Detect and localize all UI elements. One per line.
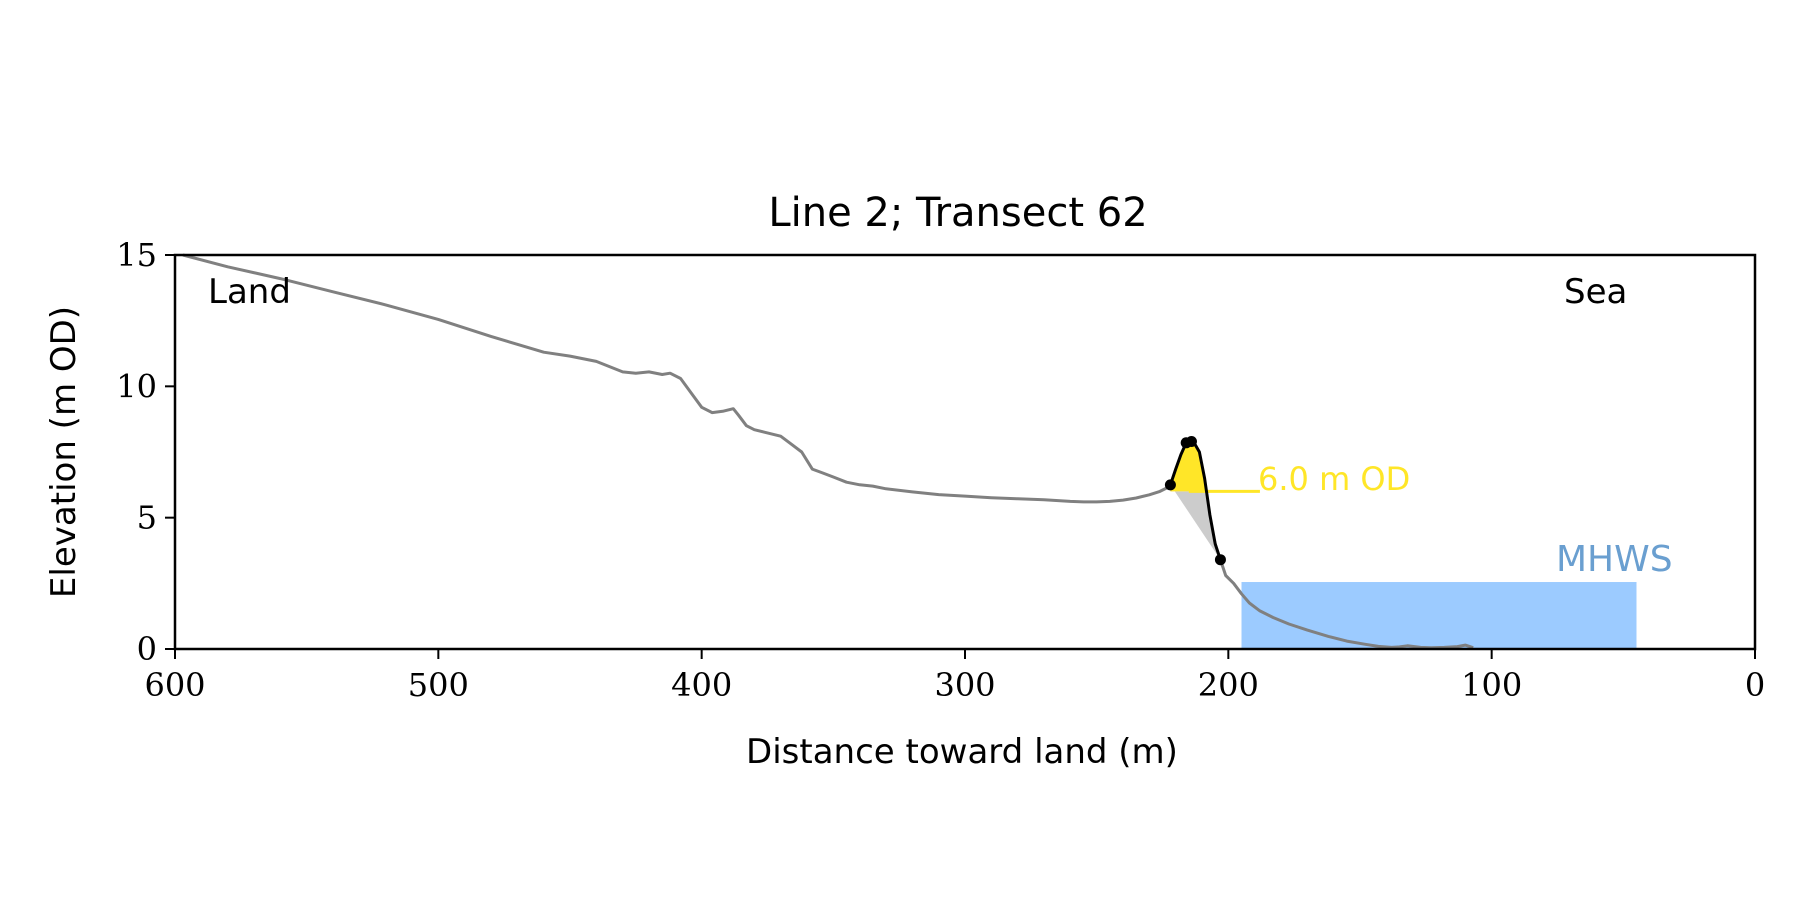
- x-tick-label-100: 100: [1461, 666, 1522, 704]
- x-tick-label-200: 200: [1198, 666, 1259, 704]
- x-axis-label: Distance toward land (m): [746, 732, 1178, 772]
- dune-point-2: [1185, 435, 1197, 447]
- dune-point-0: [1164, 479, 1176, 491]
- x-tick-label-0: 0: [1745, 666, 1765, 704]
- x-tick-label-500: 500: [408, 666, 469, 704]
- dune-crest-fill: [1170, 441, 1207, 492]
- y-axis-label: Elevation (m OD): [44, 306, 84, 598]
- landward-profile-line: [182, 253, 1172, 504]
- x-tick-label-400: 400: [671, 666, 732, 704]
- dune-base-fill: [1170, 484, 1221, 560]
- y-tick-label-15: 15: [116, 236, 157, 274]
- y-axis: 0 5 10 15: [116, 236, 175, 668]
- threshold-label: 6.0 m OD: [1258, 460, 1410, 498]
- x-tick-label-600: 600: [144, 666, 205, 704]
- land-label: Land: [208, 272, 291, 312]
- y-tick-label-10: 10: [116, 367, 157, 405]
- mhws-fill: [1241, 582, 1637, 649]
- x-axis: 600 500 400 300 200 100 0: [144, 649, 1765, 704]
- dune-point-3: [1214, 554, 1226, 566]
- mhws-label: MHWS: [1556, 539, 1673, 580]
- seaward-profile-line: [1218, 559, 1474, 650]
- y-tick-label-5: 5: [137, 499, 157, 537]
- sea-label: Sea: [1564, 272, 1627, 312]
- chart-title: Line 2; Transect 62: [768, 190, 1147, 236]
- x-tick-label-300: 300: [934, 666, 995, 704]
- y-tick-label-0: 0: [137, 630, 157, 668]
- point-layer: [1164, 435, 1226, 566]
- fill-layer: [1170, 441, 1637, 649]
